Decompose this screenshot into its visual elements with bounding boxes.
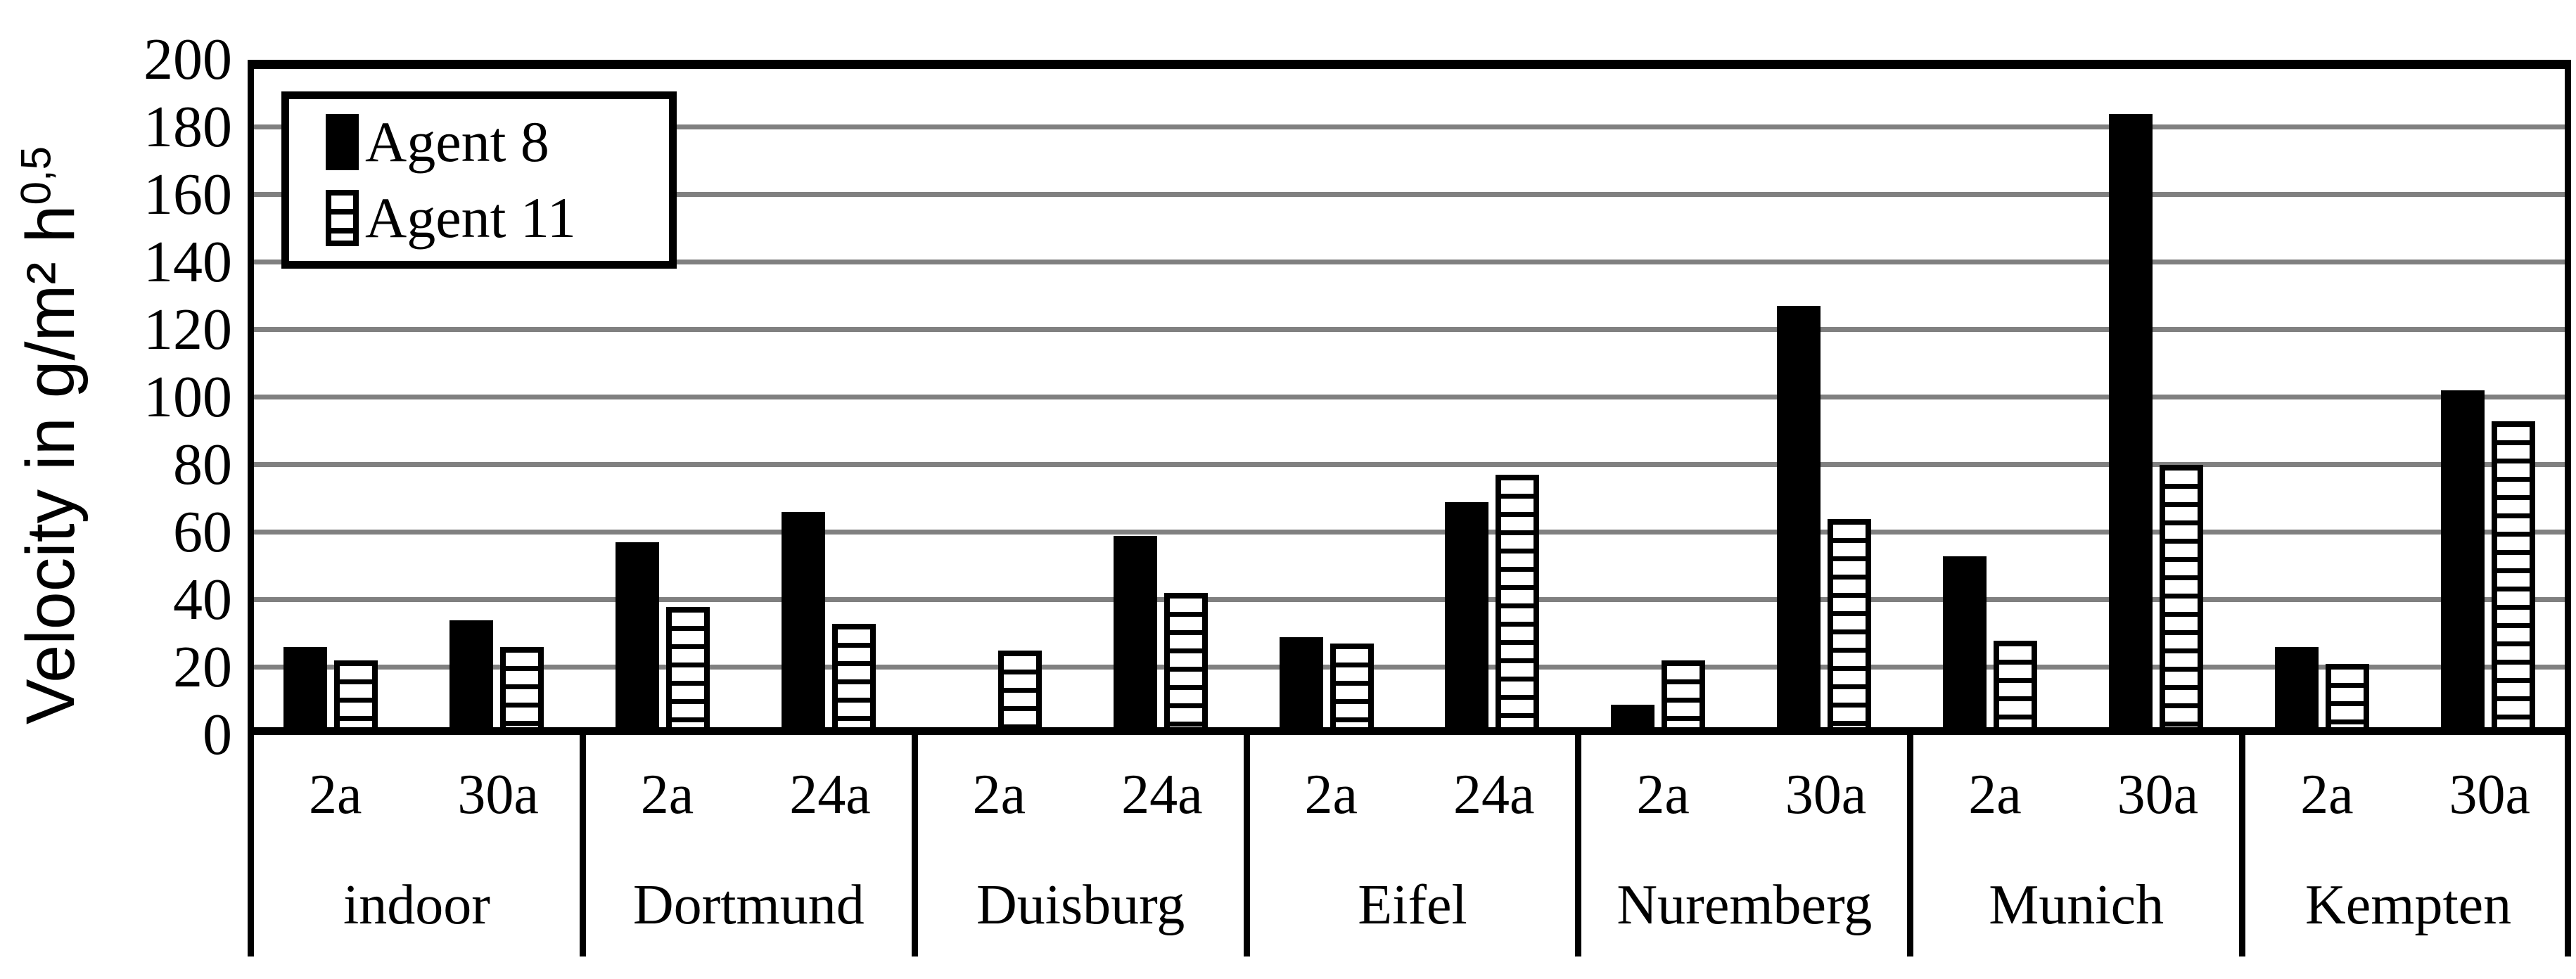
x-sublabel-eifel-2a: 2a	[1304, 763, 1358, 826]
y-tick-label-60: 60	[173, 499, 232, 565]
x-sublabel-dortmund-24a: 24a	[789, 763, 871, 826]
y-tick-label-40: 40	[173, 567, 232, 632]
legend-swatch-solid-icon	[326, 114, 359, 170]
x-sublabel-row-indoor: 2a 30a	[254, 735, 580, 855]
x-sublabel-munich-2a: 2a	[1968, 763, 2022, 826]
x-sublabel-kempten-2a: 2a	[2300, 763, 2354, 826]
plot-border-right	[2565, 60, 2571, 735]
x-group-label-duisburg: Duisburg	[976, 874, 1185, 936]
bar-agent8-eifel-2a	[1279, 636, 1323, 735]
legend-label-agent11: Agent 11	[365, 186, 576, 250]
x-sublabel-row-dortmund: 2a 24a	[586, 735, 912, 855]
plot-border-top	[248, 60, 2571, 69]
legend-label-agent8: Agent 8	[365, 110, 549, 174]
x-sublabel-indoor-30a: 30a	[457, 763, 539, 826]
y-axis-line	[248, 60, 254, 735]
x-sublabel-row-eifel: 2a 24a	[1250, 735, 1576, 855]
x-group-label-dortmund: Dortmund	[632, 874, 865, 936]
legend: Agent 8 Agent 11	[281, 91, 677, 269]
x-sublabel-munich-30a: 30a	[2117, 763, 2199, 826]
bar-agent11-munich-2a	[1994, 640, 2038, 735]
bar-agent11-indoor-2a	[333, 660, 378, 735]
x-group-munich: 2a 30a Munich	[1907, 735, 2239, 956]
x-group-eifel: 2a 24a Eifel	[1243, 735, 1576, 956]
x-group-label-indoor: indoor	[343, 874, 490, 936]
y-tick-label-140: 140	[144, 229, 232, 295]
gridline-160	[248, 192, 2571, 197]
y-tick-label-180: 180	[144, 94, 232, 160]
x-group-label-nuremberg: Nuremberg	[1617, 874, 1873, 936]
x-group-kempten: 2a 30a Kempten	[2239, 735, 2571, 956]
y-tick-label-200: 200	[144, 27, 232, 92]
x-sublabel-duisburg-2a: 2a	[972, 763, 1026, 826]
bar-agent11-eifel-2a	[1330, 644, 1374, 735]
bar-agent11-kempten-2a	[2326, 664, 2370, 735]
x-axis-labels: 2a 30a indoor 2a 24a Dortmund 2a 24a Duisburg 2a 2…	[248, 735, 2571, 956]
legend-entry-agent8: Agent 8	[326, 109, 669, 175]
plot-area	[248, 60, 2571, 735]
bar-agent8-nuremberg-30a	[1777, 306, 1821, 735]
bar-agent8-kempten-2a	[2275, 647, 2319, 735]
x-sublabel-indoor-2a: 2a	[308, 763, 362, 826]
bar-agent11-nuremberg-2a	[1662, 660, 1706, 735]
y-tick-label-120: 120	[144, 297, 232, 362]
x-sublabel-eifel-24a: 24a	[1453, 763, 1535, 826]
gridline-80	[248, 462, 2571, 467]
legend-entry-agent11: Agent 11	[326, 185, 669, 251]
x-axis-line	[248, 727, 2571, 735]
bar-agent8-indoor-30a	[449, 620, 493, 735]
bar-agent11-duisburg-2a	[997, 651, 1042, 735]
bar-agent8-dortmund-24a	[781, 512, 825, 735]
bar-agent11-kempten-30a	[2492, 421, 2536, 735]
y-tick-label-20: 20	[173, 634, 232, 700]
x-group-duisburg: 2a 24a Duisburg	[911, 735, 1244, 956]
gridline-40	[248, 597, 2571, 602]
x-sublabel-kempten-30a: 30a	[2449, 763, 2531, 826]
y-tick-label-100: 100	[144, 364, 232, 430]
bar-agent11-dortmund-24a	[831, 623, 876, 735]
x-group-nuremberg: 2a 30a Nuremberg	[1575, 735, 1907, 956]
gridline-140	[248, 260, 2571, 264]
legend-swatch-striped-icon	[326, 190, 359, 246]
y-tick-label-160: 160	[144, 162, 232, 227]
y-tick-label-0: 0	[203, 702, 232, 767]
x-group-indoor: 2a 30a indoor	[248, 735, 580, 956]
bar-agent11-dortmund-2a	[665, 606, 710, 735]
x-group-label-kempten: Kempten	[2304, 874, 2512, 936]
bar-agent8-dortmund-2a	[615, 542, 659, 735]
bar-agent8-indoor-2a	[283, 647, 327, 735]
bar-agent8-duisburg-24a	[1113, 535, 1157, 735]
x-sublabel-row-nuremberg: 2a 30a	[1581, 735, 1907, 855]
x-sublabel-dortmund-2a: 2a	[640, 763, 694, 826]
gridline-180	[248, 124, 2571, 129]
bar-agent11-eifel-24a	[1496, 475, 1540, 735]
x-sublabel-nuremberg-2a: 2a	[1636, 763, 1690, 826]
x-group-label-eifel: Eifel	[1358, 874, 1467, 936]
x-sublabel-row-munich: 2a 30a	[1913, 735, 2239, 855]
bar-agent11-duisburg-24a	[1163, 593, 1208, 735]
bar-agent8-kempten-30a	[2441, 390, 2485, 735]
y-tick-label-80: 80	[173, 432, 232, 497]
bar-agent11-indoor-30a	[499, 647, 544, 735]
gridline-100	[248, 395, 2571, 399]
gridline-60	[248, 530, 2571, 535]
x-sublabel-row-duisburg: 2a 24a	[918, 735, 1244, 855]
gridline-120	[248, 327, 2571, 332]
x-group-dortmund: 2a 24a Dortmund	[579, 735, 912, 956]
bar-agent8-munich-2a	[1943, 556, 1987, 735]
x-group-label-munich: Munich	[1989, 874, 2164, 936]
x-sublabel-nuremberg-30a: 30a	[1785, 763, 1867, 826]
bar-agent8-eifel-24a	[1445, 501, 1489, 735]
x-sublabel-row-kempten: 2a 30a	[2245, 735, 2571, 855]
bar-agent8-munich-30a	[2109, 113, 2153, 735]
x-sublabel-duisburg-24a: 24a	[1121, 763, 1203, 826]
bar-agent11-nuremberg-30a	[1828, 518, 1872, 735]
gridline-20	[248, 665, 2571, 670]
bar-agent11-munich-30a	[2160, 465, 2204, 735]
